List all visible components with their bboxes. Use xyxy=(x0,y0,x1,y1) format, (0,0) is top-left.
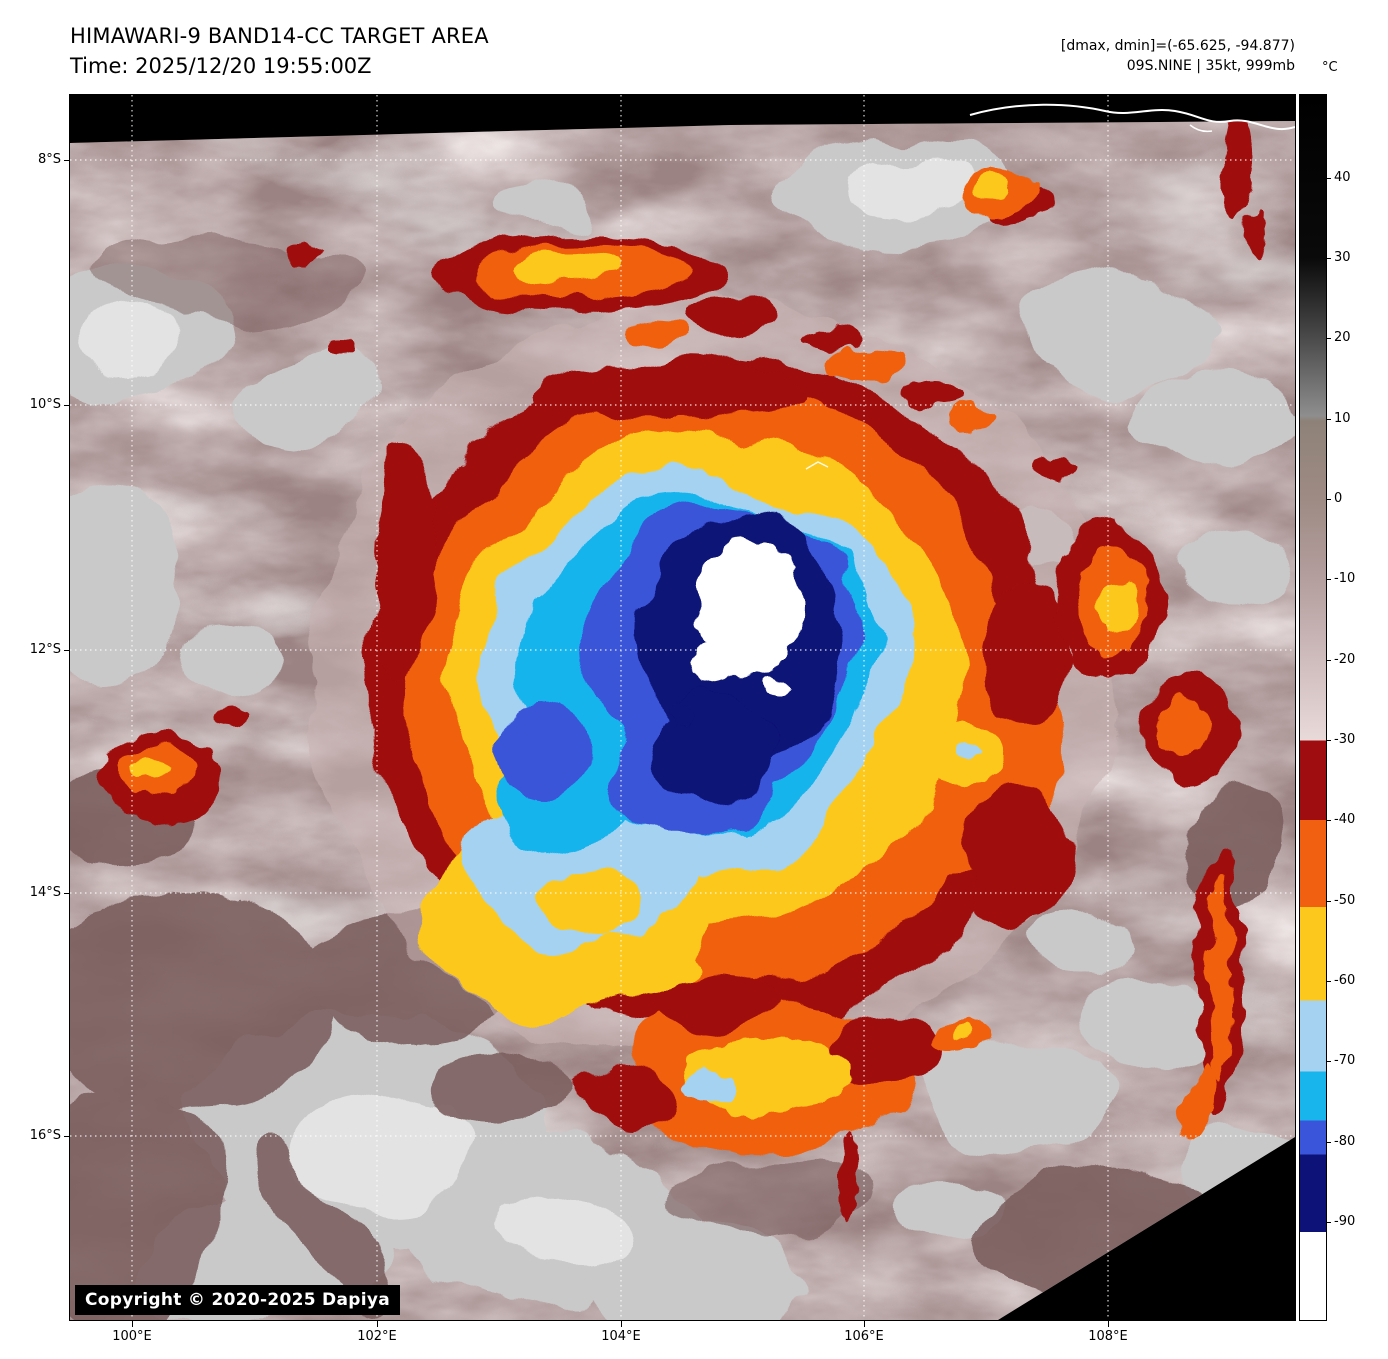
lat-axis-label: 12°S xyxy=(0,642,70,658)
outer-rainbands xyxy=(100,121,1265,1215)
satellite-image xyxy=(70,95,1295,1320)
lon-axis-label: 104°E xyxy=(581,1321,661,1345)
colorbar-tick-label: 20 xyxy=(1326,330,1351,345)
dmax-dmin-annotation: [dmax, dmin]=(-65.625, -94.877) xyxy=(1060,38,1295,54)
colorbar-tick-label: -70 xyxy=(1325,1053,1356,1068)
colorbar-tick-label: -20 xyxy=(1325,652,1356,667)
colorbar-tick-label: -90 xyxy=(1325,1214,1356,1229)
colorbar-tick-label: -50 xyxy=(1325,893,1356,908)
lat-axis-label: 16°S xyxy=(0,1128,70,1144)
coldest-overshooting-tops xyxy=(694,539,806,696)
coastline xyxy=(969,103,1295,131)
colorbar-tick-label: -30 xyxy=(1325,732,1356,747)
colorbar-tick-label: -60 xyxy=(1325,973,1356,988)
colorbar-tick-label: 30 xyxy=(1326,250,1351,265)
lon-axis-label: 102°E xyxy=(337,1321,417,1345)
cyclone-rings xyxy=(367,357,1070,1142)
colorbar-tick-label: -10 xyxy=(1325,571,1356,586)
storm-info-annotation: 09S.NINE | 35kt, 999mb xyxy=(1126,58,1295,74)
figure-time: Time: 2025/12/20 19:55:00Z xyxy=(70,54,372,78)
lat-axis-label: 14°S xyxy=(0,885,70,901)
lon-axis-label: 100°E xyxy=(92,1321,172,1345)
gridlines xyxy=(70,95,1295,1320)
colorbar-unit-label: °C xyxy=(1322,60,1338,75)
coastline-islet xyxy=(1189,124,1213,133)
lon-axis-label: 108°E xyxy=(1068,1321,1148,1345)
satellite-map: Copyright © 2020-2025 Dapiya xyxy=(69,94,1296,1321)
colorbar-tick-label: 10 xyxy=(1326,411,1351,426)
coastline-fragment xyxy=(805,461,829,470)
copyright-badge: Copyright © 2020-2025 Dapiya xyxy=(75,1285,400,1315)
lon-axis-label: 106°E xyxy=(824,1321,904,1345)
bright-cloud-highlights xyxy=(80,157,970,1275)
satellite-swath xyxy=(70,121,1295,1320)
colorbar-tick-label: -80 xyxy=(1325,1134,1356,1149)
colorbar-tick-label: 0 xyxy=(1325,491,1343,506)
colorbar xyxy=(1299,94,1327,1321)
lat-axis-label: 8°S xyxy=(0,152,70,168)
figure-title: HIMAWARI-9 BAND14-CC TARGET AREA xyxy=(70,24,489,48)
colorbar-tick-label: -40 xyxy=(1325,812,1356,827)
lat-axis-label: 10°S xyxy=(0,397,70,413)
colorbar-tick-label: 40 xyxy=(1326,170,1351,185)
